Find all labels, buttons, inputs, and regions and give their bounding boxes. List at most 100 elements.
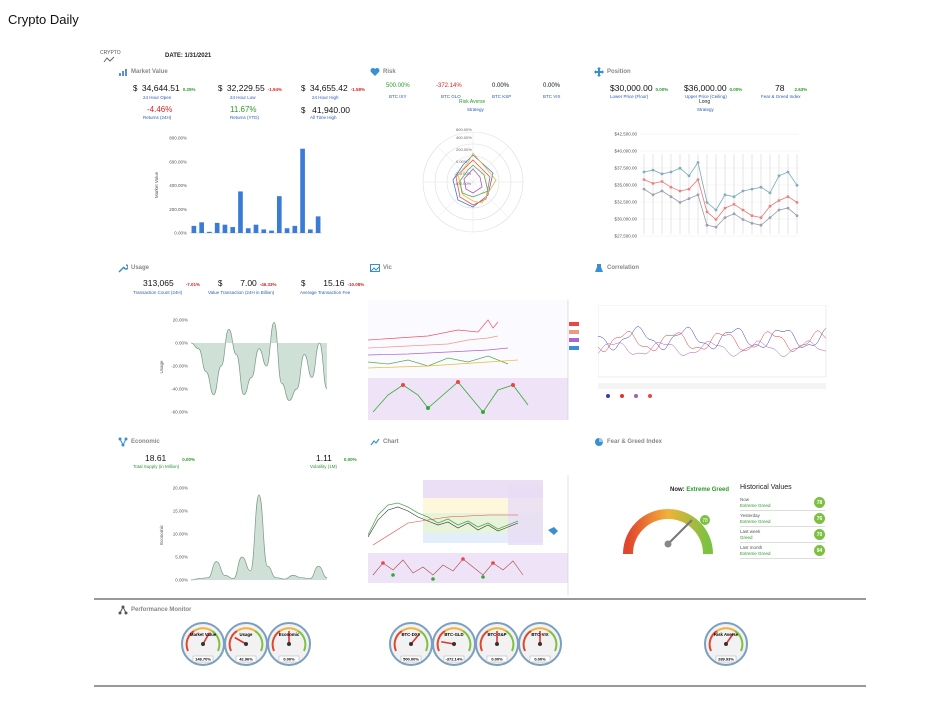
historical-title: Historical Values xyxy=(740,484,792,491)
metric-change: -1.94% xyxy=(267,87,282,92)
gauge-dial: Market Value 148.70% xyxy=(181,622,225,666)
metric-btc-vix: 0.00% xyxy=(543,83,561,89)
gauge-hub xyxy=(724,642,728,646)
gauge-label: BTC-GLD xyxy=(444,632,463,637)
currency-sign: $ xyxy=(301,84,306,93)
metric-value: 34,644.51 xyxy=(141,83,180,93)
metric-label: 24 Hour High xyxy=(312,95,339,100)
gauge-hub xyxy=(538,642,542,646)
plot-area xyxy=(598,305,827,378)
panel-title-vic: Vic xyxy=(370,263,392,273)
metric-label: Fear & Greed Index xyxy=(761,94,801,99)
gauge-needle xyxy=(202,632,211,645)
gauge-dial: BTC-VIX 0.00% xyxy=(518,622,562,666)
y-tick-label: 0.00% xyxy=(174,231,187,236)
gauge-label: Usage xyxy=(240,632,254,637)
bar xyxy=(292,225,298,233)
performance-gauge: BTC-S&P 0.00% xyxy=(474,621,520,672)
bar xyxy=(191,225,197,233)
gauge-label: BTC-DXY xyxy=(401,632,420,637)
currency-sign: $ xyxy=(218,279,223,288)
gauge-zone-green xyxy=(211,630,221,652)
metric-btc-ksp: 0.00% xyxy=(492,83,510,89)
metric-change: 0.00% xyxy=(655,87,669,92)
gauge-value: 0.00% xyxy=(491,657,503,662)
panel-title-label: Performance Monitor xyxy=(131,607,192,613)
bar xyxy=(315,216,321,233)
svg-text:200.00%: 200.00% xyxy=(456,147,472,152)
historical-value: 70 xyxy=(814,529,825,540)
gauge-needle xyxy=(441,640,455,645)
metric-btc-ixy: 500.00% xyxy=(386,83,410,89)
gauge-zone-red xyxy=(393,630,403,652)
metric-label: Transaction Count (24H) xyxy=(133,290,183,295)
fg-gauge-value: 78 xyxy=(702,518,708,524)
metric-value: $30,000.00 xyxy=(610,83,653,93)
correlation-line xyxy=(598,340,827,357)
metric-value: $36,000.00 xyxy=(684,83,727,93)
historical-class: Extreme Greed xyxy=(740,550,771,556)
historical-row: Last week Greed 70 xyxy=(740,527,825,543)
correlation-line-chart xyxy=(598,305,827,398)
legend-dot xyxy=(620,394,624,398)
gauge-value-box xyxy=(486,655,508,663)
gauge-zone-red xyxy=(708,630,718,652)
panel-title-fear-greed: Fear & Greed Index xyxy=(594,437,662,447)
performance-gauge: Economic 0.00% xyxy=(266,621,312,672)
metric-change: -46.33% xyxy=(259,282,277,287)
gauge-label: Risk Averse xyxy=(714,632,739,637)
metric-label: Upper Price (Ceiling) xyxy=(685,94,727,99)
gauge-zone-yellow xyxy=(444,627,464,632)
metric-btc-glo: -372.14% xyxy=(436,83,462,89)
historical-period: Now xyxy=(740,496,750,502)
gauge-value: 42.96% xyxy=(239,657,253,662)
gauge-value-box xyxy=(278,655,300,663)
heart-icon xyxy=(370,68,380,76)
panel-title-label: Position xyxy=(607,69,631,75)
area-fill xyxy=(191,494,327,580)
gauge-needle xyxy=(725,632,735,645)
risk-strategy-value: Risk Averse xyxy=(459,99,486,105)
metric-label: Strategy xyxy=(467,107,484,112)
fear-greed-gauge: 78 xyxy=(623,509,713,555)
metric-change: 0.00% xyxy=(729,87,743,92)
logo-text: CRYPTO xyxy=(100,50,121,56)
metric-value: 1.11 xyxy=(316,453,332,463)
currency-sign: $ xyxy=(133,84,138,93)
gauge-dial: BTC-GLD -372.14% xyxy=(432,622,476,666)
gauge-value: 0.00% xyxy=(283,657,295,662)
panel-title-label: Chart xyxy=(383,439,399,445)
gauge-value-box xyxy=(192,655,214,663)
historical-class: Extreme Greed xyxy=(740,518,771,524)
y-tick-label: -20.00% xyxy=(171,364,188,369)
line-chart-icon xyxy=(370,438,380,446)
gauge-zone-yellow xyxy=(716,627,736,632)
historical-period: Last month xyxy=(740,544,763,550)
bar xyxy=(222,224,228,233)
metric-change: -1.58% xyxy=(350,87,365,92)
gauge-value-box xyxy=(529,655,551,663)
metric-fear-greed-index: 78 2.63% xyxy=(775,83,807,93)
historical-text: Yesterday Extreme Greed xyxy=(740,513,771,525)
series-line xyxy=(643,178,798,221)
currency-sign: $ xyxy=(218,84,223,93)
y-tick-label: $42,500.00 xyxy=(614,132,637,137)
historical-text: Now Extreme Greed xyxy=(740,497,771,509)
market-value-bar-chart: 800.00% 600.00% 400.00% 200.00% 0.00% Market … xyxy=(154,136,322,236)
metric-value: 7.00 xyxy=(240,278,257,288)
metric-label: Value Transaction (24H in Billion) xyxy=(208,290,275,295)
y-axis-label: Usage xyxy=(159,360,164,374)
gauge-zone-yellow xyxy=(279,627,299,632)
legend-dot xyxy=(634,394,638,398)
legend-dot xyxy=(606,394,610,398)
y-tick-label: 5.00% xyxy=(175,555,188,560)
flask-icon xyxy=(595,264,603,272)
metric-upper-price: $36,000.00 0.00% xyxy=(684,83,742,93)
historical-value: 78 xyxy=(814,497,825,508)
metric-label: Returns (YTD) xyxy=(230,115,260,120)
metric-lower-price: $30,000.00 0.00% xyxy=(610,83,668,93)
bar xyxy=(269,230,274,233)
bar xyxy=(276,196,282,233)
metric-change: 0.25% xyxy=(182,87,196,92)
currency-sign: $ xyxy=(301,279,306,288)
